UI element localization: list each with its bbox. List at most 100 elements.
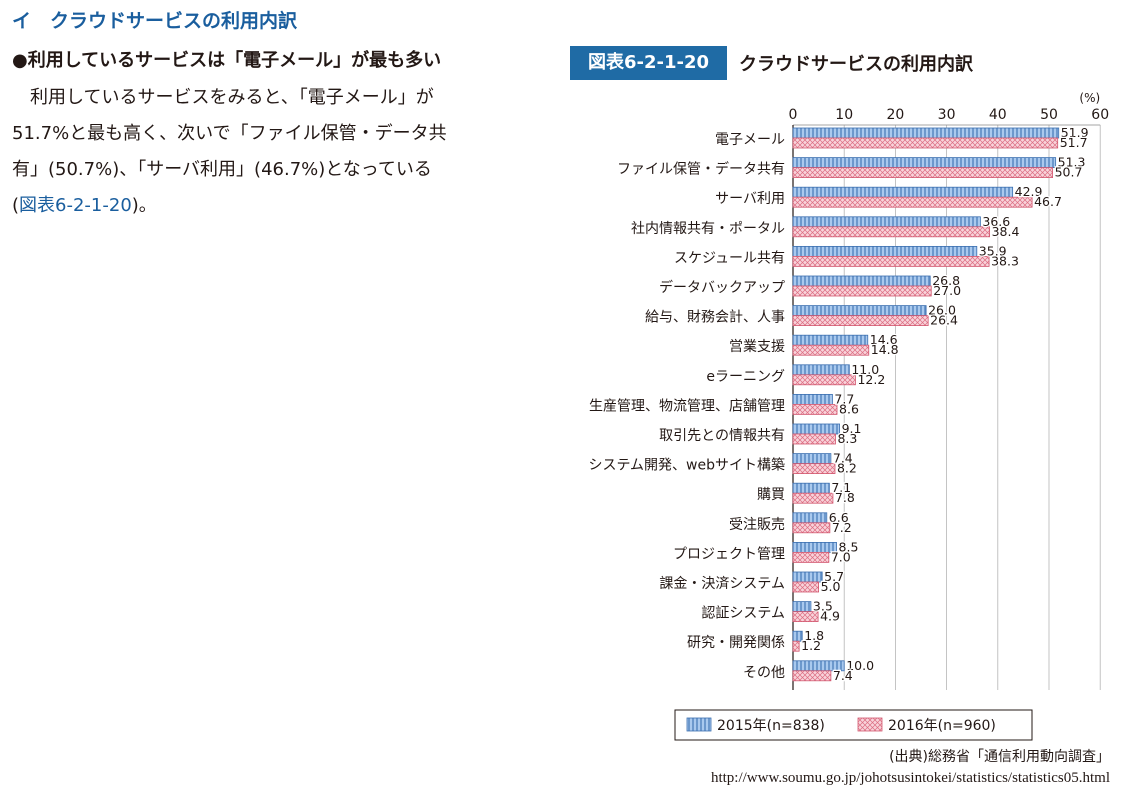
bar-2016-4 — [792, 255, 990, 267]
data-label-2016-15: 5.0 — [821, 579, 841, 594]
category-label-4: スケジュール共有 — [674, 250, 785, 266]
category-label-12: 購買 — [757, 487, 785, 503]
data-label-2015-14: 8.5 — [839, 539, 859, 554]
data-label-2015-10: 9.1 — [842, 421, 862, 436]
data-label-2016-18: 7.4 — [833, 668, 853, 683]
category-label-0: 電子メール — [715, 132, 785, 148]
bar-2015-2 — [792, 186, 1014, 198]
data-label-2015-7: 14.6 — [870, 332, 898, 347]
bar-2016-1 — [792, 167, 1053, 179]
x-tick-label-50: 50 — [1040, 107, 1058, 123]
bar-2015-16 — [792, 601, 812, 612]
category-label-6: 給与、財務会計、人事 — [645, 310, 785, 326]
data-label-2016-5: 27.0 — [933, 283, 961, 298]
x-tick-label-10: 10 — [835, 107, 853, 123]
bar-2016-16 — [792, 611, 819, 622]
category-label-9: 生産管理、物流管理、店舗管理 — [589, 398, 785, 414]
x-tick-label-60: 60 — [1091, 107, 1109, 123]
bar-2015-15 — [792, 571, 823, 583]
source-credit: (出典)総務省「通信利用動向調査」 — [889, 749, 1110, 765]
body-line-1: 利用しているサービスをみると、「電子メール」が — [12, 87, 434, 108]
bar-2015-8 — [792, 364, 850, 376]
data-label-2016-17: 1.2 — [801, 638, 821, 653]
bar-2015-13 — [792, 512, 828, 524]
data-label-2015-6: 26.0 — [928, 303, 956, 318]
legend-label-2015: 2015年(n=838) — [717, 718, 825, 734]
section-heading: イ クラウドサービスの利用内訳 — [12, 10, 298, 32]
x-tick-label-20: 20 — [886, 107, 904, 123]
bar-2015-12 — [792, 482, 830, 494]
data-label-2015-11: 7.4 — [833, 451, 853, 466]
bar-2015-9 — [792, 393, 833, 405]
bar-2016-14 — [792, 552, 830, 563]
sub-heading: ●利用しているサービスは「電子メール」が最も多い — [12, 50, 442, 71]
category-label-3: 社内情報共有・ポータル — [631, 221, 785, 237]
data-label-2015-15: 5.7 — [824, 569, 844, 584]
data-label-2016-1: 50.7 — [1055, 165, 1083, 180]
data-label-2016-7: 14.8 — [871, 342, 899, 357]
bar-2016-5 — [792, 285, 932, 297]
category-label-13: 受注販売 — [729, 517, 785, 533]
bar-2016-6 — [792, 315, 929, 327]
legend-label-2016: 2016年(n=960) — [888, 718, 996, 734]
data-label-2015-17: 1.8 — [804, 628, 824, 643]
bar-2016-2 — [792, 196, 1033, 208]
data-label-2016-14: 7.0 — [831, 549, 851, 564]
category-label-18: その他 — [743, 665, 785, 681]
bar-2015-1 — [792, 157, 1057, 169]
category-label-11: システム開発、webサイト構築 — [588, 458, 785, 474]
data-label-2015-9: 7.7 — [834, 391, 854, 406]
body-ref-close: )。 — [131, 195, 157, 216]
category-label-2: サーバ利用 — [715, 191, 785, 207]
figure-label: 図表6-2-1-20 — [570, 46, 727, 80]
source-url[interactable]: http://www.soumu.go.jp/johotsusintokei/s… — [710, 770, 1110, 786]
category-label-14: プロジェクト管理 — [673, 546, 785, 562]
category-label-7: 営業支援 — [729, 339, 785, 355]
data-label-2016-2: 46.7 — [1034, 194, 1062, 209]
data-label-2016-9: 8.6 — [839, 401, 859, 416]
bar-2016-7 — [792, 344, 870, 356]
body-line-2: 51.7%と最も高く、次いで「ファイル保管・データ共 — [12, 123, 447, 144]
data-label-2015-3: 36.6 — [982, 214, 1010, 229]
body-text: 利用しているサービスをみると、「電子メール」が 51.7%と最も高く、次いで「フ… — [12, 80, 552, 224]
x-tick-label-30: 30 — [938, 107, 956, 123]
bar-2015-7 — [792, 334, 869, 346]
category-label-1: ファイル保管・データ共有 — [617, 161, 785, 178]
bar-2016-10 — [792, 433, 836, 445]
unit-label: (%) — [1079, 91, 1100, 105]
data-label-2015-1: 51.3 — [1058, 155, 1086, 170]
x-tick-label-0: 0 — [789, 107, 798, 123]
body-line-4: (図表6-2-1-20)。 — [12, 188, 552, 224]
figure-ref-link[interactable]: 図表6-2-1-20 — [19, 195, 132, 216]
data-label-2016-3: 38.4 — [992, 224, 1020, 239]
data-label-2015-5: 26.8 — [932, 273, 960, 288]
bar-2015-4 — [792, 245, 978, 257]
data-label-2016-11: 8.2 — [837, 461, 857, 476]
body-line-3: 有」(50.7%)、「サーバ利用」(46.7%)となっている — [12, 159, 432, 180]
body-ref-open: ( — [12, 195, 20, 216]
data-label-2015-8: 11.0 — [851, 362, 879, 377]
category-label-8: eラーニング — [706, 369, 785, 385]
figure-title: クラウドサービスの利用内訳 — [739, 54, 973, 75]
bar-2015-0 — [792, 127, 1060, 139]
bar-2015-10 — [792, 423, 840, 435]
bar-2015-5 — [792, 275, 931, 287]
bar-2016-9 — [792, 403, 838, 415]
bar-2016-15 — [792, 581, 820, 593]
data-label-2016-10: 8.3 — [837, 431, 857, 446]
data-label-2016-0: 51.7 — [1060, 135, 1088, 150]
bar-2016-18 — [792, 670, 832, 682]
bar-2016-13 — [792, 522, 831, 534]
data-label-2015-13: 6.6 — [829, 510, 849, 525]
x-tick-label-40: 40 — [989, 107, 1007, 123]
category-label-17: 研究・開発関係 — [687, 635, 785, 651]
bar-2016-17 — [792, 640, 800, 652]
data-label-2016-16: 4.9 — [820, 609, 840, 624]
category-label-10: 取引先との情報共有 — [659, 428, 785, 444]
data-label-2016-8: 12.2 — [857, 372, 885, 387]
bar-2016-8 — [792, 374, 856, 386]
data-label-2015-16: 3.5 — [813, 599, 833, 614]
data-label-2015-4: 35.9 — [979, 243, 1007, 258]
bar-2016-11 — [792, 463, 836, 475]
